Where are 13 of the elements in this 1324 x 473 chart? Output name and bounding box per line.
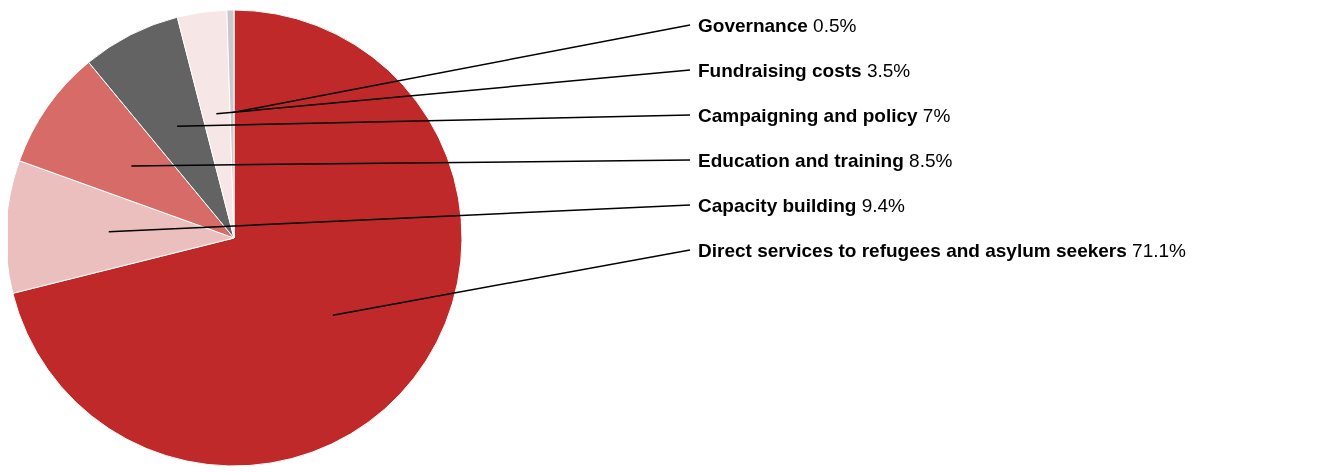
pie-slice	[12, 9, 463, 467]
slice-label: Campaigning and policy	[698, 104, 919, 126]
data-label: 0.5%	[807, 14, 857, 36]
data-label: 9.4%	[856, 194, 906, 216]
slice-label: Governance	[698, 14, 808, 36]
slice-label: Fundraising costs	[698, 59, 862, 81]
data-label: 3.5%	[861, 59, 911, 81]
slice-label: Capacity building	[698, 194, 857, 216]
slice-label: Education and training	[698, 149, 904, 171]
data-label: 8.5%	[903, 149, 953, 171]
data-label: 7%	[917, 104, 951, 126]
data-label: 71.1%	[1126, 239, 1187, 261]
slice-label: Direct services to refugees and asylum seekers	[698, 239, 1127, 261]
